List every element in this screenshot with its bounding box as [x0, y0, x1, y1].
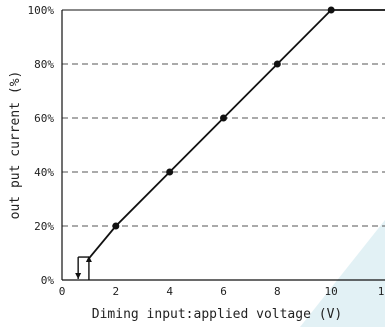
- watermark-shape: [300, 220, 385, 327]
- data-point: [112, 222, 120, 230]
- data-point: [220, 114, 227, 122]
- data-point: [273, 60, 281, 68]
- arrow-up-head: [85, 256, 92, 263]
- y-tick-label: 80%: [34, 58, 54, 71]
- y-tick-label: 100%: [28, 4, 55, 17]
- grid-lines: [62, 63, 385, 227]
- tick-labels: 0% 20% 40% 60% 80% 100% 0 2 4 6 8 10 1: [28, 4, 385, 298]
- x-tick-label: 1: [378, 285, 385, 298]
- y-tick-label: 60%: [34, 112, 54, 125]
- x-tick-label: 4: [166, 285, 173, 298]
- x-axis-title: Diming input:applied voltage (V): [92, 307, 342, 322]
- series-group: [88, 6, 385, 259]
- y-tick-label: 20%: [34, 220, 54, 233]
- series-line: [88, 9, 385, 259]
- data-point: [166, 168, 174, 176]
- y-axis-title: out put current (%): [8, 71, 23, 220]
- x-tick-label: 2: [113, 285, 120, 298]
- axes: [61, 9, 385, 281]
- y-tick-label: 0%: [41, 274, 55, 287]
- data-point: [327, 6, 335, 14]
- arrow-down-head: [75, 273, 82, 279]
- y-tick-label: 40%: [34, 166, 54, 179]
- annotations: [75, 256, 92, 280]
- x-tick-label: 8: [274, 285, 281, 298]
- x-tick-label: 0: [59, 285, 66, 298]
- x-tick-label: 6: [220, 285, 227, 298]
- x-tick-label: 10: [325, 285, 338, 298]
